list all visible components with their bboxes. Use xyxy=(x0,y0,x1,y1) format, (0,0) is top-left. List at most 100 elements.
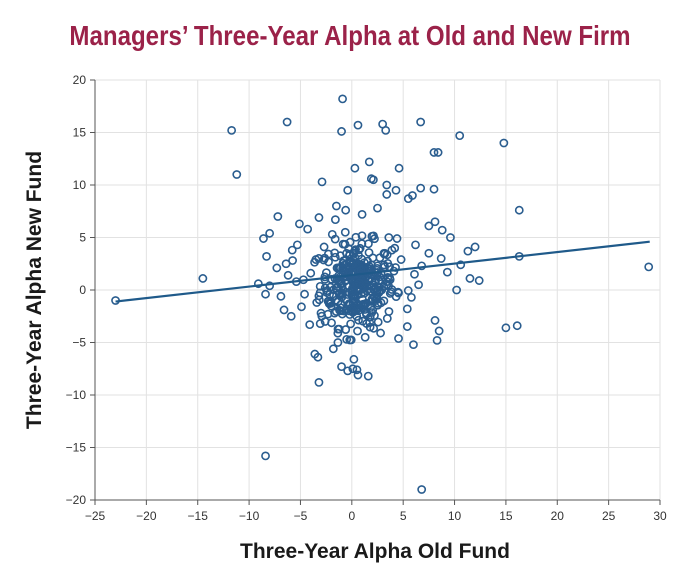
y-tick-label: 5 xyxy=(79,231,86,245)
x-tick-label: 0 xyxy=(348,509,355,523)
data-point xyxy=(273,212,283,221)
data-point xyxy=(373,203,382,213)
data-point xyxy=(410,269,419,279)
data-point xyxy=(353,290,363,300)
data-point xyxy=(396,255,406,264)
data-point xyxy=(353,326,362,336)
data-point xyxy=(322,286,332,296)
data-point xyxy=(265,281,275,291)
data-point xyxy=(328,344,338,354)
data-point xyxy=(349,304,359,314)
data-point xyxy=(369,323,379,333)
data-point xyxy=(287,245,297,255)
data-point xyxy=(377,285,387,295)
data-point xyxy=(409,340,418,349)
data-point xyxy=(314,213,324,222)
y-tick-label: 15 xyxy=(73,126,87,140)
data-point xyxy=(283,270,293,280)
x-tick-label: 30 xyxy=(653,509,667,523)
data-point xyxy=(369,292,379,302)
data-point xyxy=(390,243,400,253)
data-point xyxy=(288,256,297,265)
data-point xyxy=(338,269,348,279)
data-point xyxy=(391,185,401,195)
data-point xyxy=(455,131,465,141)
chart-title: Managers’ Three-Year Alpha at Old and Ne… xyxy=(69,20,631,51)
data-point xyxy=(474,276,484,285)
data-point xyxy=(470,242,480,252)
tick-labels: −25 −20 −15 −10 −5 0 5 10 15 20 25 30 20 15 10 5 0 −5 −10 −… xyxy=(66,73,667,523)
data-point xyxy=(297,302,306,312)
data-point xyxy=(411,240,420,250)
data-point xyxy=(357,239,367,249)
data-point xyxy=(265,228,275,238)
data-point xyxy=(315,319,325,328)
data-point xyxy=(353,120,363,130)
data-point xyxy=(262,251,271,261)
x-axis-label: Three-Year Alpha Old Fund xyxy=(240,540,510,563)
data-point xyxy=(358,301,368,310)
y-tick-label: 20 xyxy=(73,73,87,87)
data-point xyxy=(416,117,426,127)
data-point xyxy=(340,227,350,237)
x-tick-label: 20 xyxy=(551,509,565,523)
x-tick-label: −20 xyxy=(136,509,157,523)
data-point xyxy=(394,334,403,343)
data-point xyxy=(276,291,286,301)
data-point xyxy=(362,319,372,328)
data-point xyxy=(360,332,370,342)
data-point xyxy=(259,234,268,243)
data-point xyxy=(352,365,362,375)
data-point xyxy=(644,262,654,272)
data-point xyxy=(337,289,347,299)
data-point xyxy=(403,286,413,295)
data-point xyxy=(317,177,327,187)
x-tick-label: 25 xyxy=(602,509,616,523)
data-point xyxy=(357,231,367,241)
data-point xyxy=(343,366,353,376)
data-point xyxy=(368,175,378,185)
data-point xyxy=(424,248,434,258)
data-point xyxy=(501,323,511,333)
data-point xyxy=(499,138,509,148)
data-point xyxy=(348,299,358,308)
data-point xyxy=(432,335,442,345)
data-point xyxy=(373,298,383,308)
y-tick-label: 10 xyxy=(73,178,87,192)
data-point xyxy=(434,326,444,336)
data-point xyxy=(342,259,352,268)
data-point xyxy=(330,252,340,262)
data-point xyxy=(295,219,304,229)
data-point xyxy=(343,290,352,299)
data-point xyxy=(369,280,379,290)
data-point xyxy=(343,185,353,195)
data-point xyxy=(345,310,355,319)
x-tick-label: 10 xyxy=(448,509,462,523)
data-point xyxy=(303,224,313,234)
data-point xyxy=(406,292,416,302)
x-tick-label: −10 xyxy=(239,509,260,523)
data-point xyxy=(446,233,455,242)
data-point xyxy=(385,275,395,284)
data-point xyxy=(402,304,412,314)
data-point xyxy=(370,234,379,244)
grid-lines xyxy=(94,79,661,501)
data-point xyxy=(456,260,466,270)
data-point xyxy=(384,307,394,316)
y-tick-label: −10 xyxy=(66,388,87,402)
data-point xyxy=(327,318,336,328)
regression-line xyxy=(115,240,650,303)
data-point xyxy=(430,316,440,325)
data-point xyxy=(350,163,360,173)
data-point xyxy=(333,338,343,347)
data-point xyxy=(373,317,383,327)
data-point xyxy=(286,311,296,321)
data-point xyxy=(382,190,392,199)
data-point xyxy=(348,364,358,374)
data-point xyxy=(338,94,347,104)
data-point xyxy=(330,215,340,225)
data-point xyxy=(384,233,394,242)
data-point xyxy=(313,352,323,362)
data-point xyxy=(314,377,324,387)
data-point xyxy=(326,301,336,311)
